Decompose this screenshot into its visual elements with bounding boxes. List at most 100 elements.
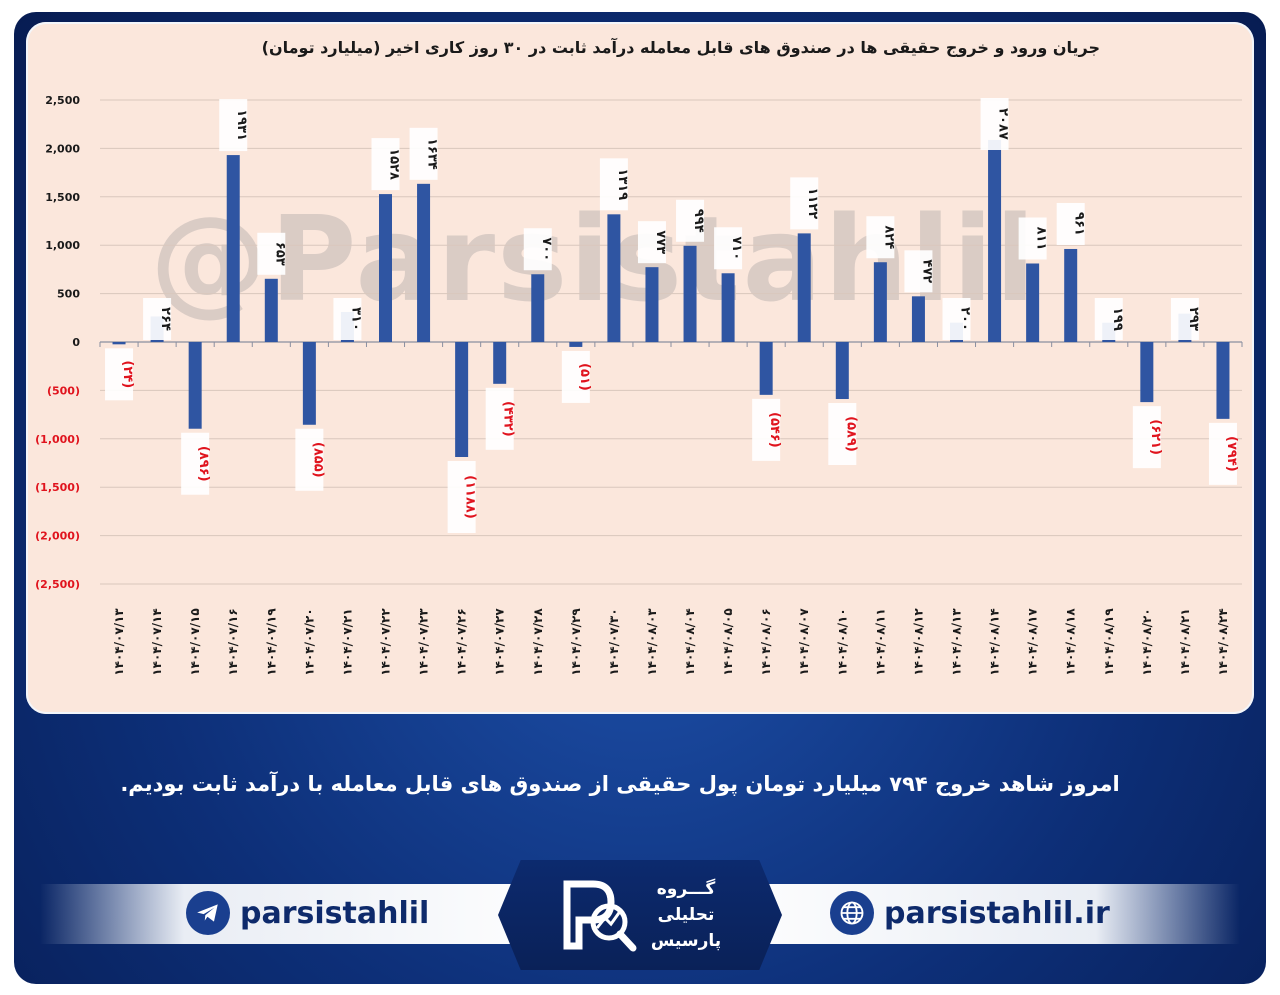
- x-tick-label: ۱۴۰۴/۰۸/۱۷: [1026, 608, 1040, 676]
- logo-line-1: گـــروه: [656, 879, 716, 899]
- y-tick-label: 0: [72, 336, 80, 349]
- data-label-box: [828, 403, 857, 466]
- bar: [607, 214, 621, 342]
- bar: [645, 267, 659, 342]
- x-tick-label: ۱۴۰۴/۰۷/۲۰: [302, 608, 316, 675]
- data-label-box: [1208, 422, 1237, 485]
- bar: [569, 342, 583, 347]
- data-label: ۶۵۳: [272, 242, 287, 266]
- x-tick-label: ۱۴۰۴/۰۸/۱۹: [1102, 608, 1116, 676]
- bar: [911, 296, 925, 342]
- telegram-icon: [186, 891, 230, 935]
- data-label: (۱۱۸۸): [463, 475, 478, 519]
- data-label-box: [523, 228, 552, 271]
- bar: [188, 342, 202, 429]
- bar: [1216, 342, 1230, 419]
- y-tick-label: 1,000: [45, 239, 80, 252]
- x-tick-label: ۱۴۰۴/۰۸/۱۸: [1064, 608, 1078, 676]
- x-tick-label: ۱۴۰۴/۰۷/۲۶: [455, 608, 469, 675]
- y-tick-label: 2,500: [45, 94, 80, 107]
- x-tick-label: ۱۴۰۴/۰۸/۲۴: [1216, 608, 1230, 675]
- y-tick-label: (2,000): [35, 530, 80, 543]
- data-label-box: [447, 460, 476, 533]
- data-label: (۴۳۲): [501, 401, 516, 437]
- globe-icon: [830, 891, 874, 935]
- bar: [264, 278, 278, 342]
- data-label-box: [752, 398, 781, 461]
- bar: [835, 342, 849, 400]
- bar: [721, 273, 735, 342]
- data-label: ۷۷۳: [653, 230, 668, 254]
- data-label-box: [1132, 406, 1161, 469]
- x-tick-label: ۱۴۰۴/۰۷/۱۵: [188, 608, 202, 675]
- bar: [531, 274, 545, 342]
- bar: [873, 262, 887, 342]
- x-tick-label: ۱۴۰۴/۰۷/۲۹: [569, 608, 583, 676]
- data-label-box: [1056, 202, 1085, 245]
- data-label-box: [942, 298, 971, 340]
- bar-chart: 2,500 2,000 1,500 1,000 500 0 (500) (1,000) (1,5…: [35, 94, 1243, 676]
- logo-text: گـــروه تحلیلی پارسیس: [651, 876, 721, 954]
- data-label: ۹۹۴: [691, 209, 706, 233]
- bar: [455, 342, 469, 457]
- telegram-handle: parsistahlil: [240, 895, 430, 931]
- data-label-box: [295, 428, 324, 491]
- x-tick-label: ۱۴۰۴/۰۸/۲۰: [1140, 608, 1154, 675]
- logo-line-2: تحلیلی: [657, 905, 715, 925]
- telegram-link[interactable]: parsistahlil: [186, 890, 429, 936]
- y-tick-label: (1,000): [35, 433, 80, 446]
- data-label: ۲۰۰: [958, 307, 973, 331]
- data-label: ۴۷۲: [919, 259, 934, 283]
- data-label-box: [333, 298, 362, 340]
- bar: [493, 342, 507, 384]
- data-label-box: [904, 250, 933, 293]
- data-label: (۸۹۶): [196, 446, 211, 482]
- data-label-box: [676, 199, 705, 242]
- data-label-box: [409, 127, 438, 180]
- data-label: ۱۱۲۲: [805, 188, 820, 220]
- bar: [1026, 263, 1040, 342]
- data-label: (۵۴۶): [767, 412, 782, 448]
- bar: [226, 155, 240, 342]
- data-label-box: [219, 99, 248, 152]
- data-label: ۱۶۳۴: [425, 138, 440, 170]
- data-label-box: [1094, 298, 1123, 340]
- data-label-box: [257, 232, 286, 275]
- data-label: (۲۴): [120, 360, 135, 388]
- x-tick-label: ۱۴۰۴/۰۷/۲۱: [340, 608, 354, 675]
- data-label: ۱۹۹: [1110, 307, 1125, 331]
- website-link[interactable]: parsistahlil.ir: [830, 890, 1110, 936]
- data-label: (۵۱): [577, 363, 592, 391]
- data-label: (۸۵۵): [310, 442, 325, 478]
- data-label: ۲۰۸۷: [996, 108, 1011, 140]
- x-tick-label: ۱۴۰۴/۰۸/۰۶: [759, 608, 773, 675]
- website-url: parsistahlil.ir: [884, 895, 1110, 931]
- data-label-box: [485, 387, 514, 450]
- data-label: (۶۲۱): [1148, 419, 1163, 455]
- bar: [797, 233, 811, 342]
- bar: [988, 139, 1002, 342]
- data-label-box: [637, 221, 666, 264]
- x-tick-label: ۱۴۰۴/۰۸/۱۰: [835, 608, 849, 675]
- data-label-box: [371, 138, 400, 191]
- data-label: ۷۱۰: [729, 236, 744, 260]
- bar: [112, 342, 126, 345]
- x-tick-label: ۱۴۰۴/۰۷/۱۳: [112, 608, 126, 676]
- y-tick-label: (500): [47, 384, 80, 397]
- data-label-box: [980, 98, 1009, 150]
- data-label-box: [1018, 217, 1047, 260]
- x-tick-label: ۱۴۰۴/۰۷/۱۴: [150, 608, 164, 675]
- y-tick-label: 2,000: [45, 142, 80, 155]
- data-label: ۱۹۳۱: [234, 109, 249, 141]
- x-tick-label: ۱۴۰۴/۰۷/۳۰: [607, 608, 621, 675]
- data-label-box: [1170, 298, 1199, 340]
- x-tick-label: ۱۴۰۴/۰۸/۰۴: [683, 608, 697, 675]
- data-label: ۸۱۱: [1034, 227, 1049, 251]
- bar: [759, 342, 773, 395]
- x-tick-label: ۱۴۰۴/۰۷/۲۲: [379, 608, 393, 676]
- data-label: ۱۳۱۹: [615, 168, 630, 200]
- chart-title: جریان ورود و خروج حقیقی ها در صندوق های …: [261, 38, 1100, 57]
- data-label-box: [105, 348, 134, 401]
- x-tick-label: ۱۴۰۴/۰۸/۰۵: [721, 608, 735, 675]
- data-label-box: [143, 298, 172, 340]
